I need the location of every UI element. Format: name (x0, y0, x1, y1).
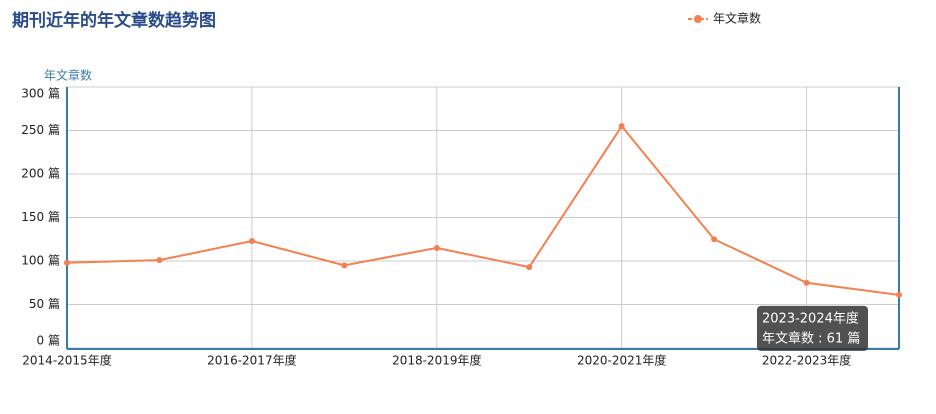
data-point (433, 244, 440, 251)
data-point (896, 291, 902, 298)
x-tick-label: 2022-2023年度 (762, 353, 851, 368)
data-point (248, 237, 255, 244)
data-point (526, 264, 533, 271)
y-tick-label: 200 篇 (21, 166, 60, 181)
x-tick-label: 2018-2019年度 (392, 353, 481, 368)
y-tick-label: 300 篇 (21, 86, 60, 101)
tooltip-box (757, 305, 868, 351)
y-axis-label: 年文章数 (44, 68, 92, 83)
tooltip-text: 2023-2024年度 (762, 310, 859, 326)
legend-marker (694, 15, 702, 23)
data-point (156, 257, 163, 264)
y-tick-label: 250 篇 (21, 122, 60, 137)
y-tick-label: 150 篇 (21, 209, 60, 224)
legend-label: 年文章数 (713, 11, 761, 26)
chart-title: 期刊近年的年文章数趋势图 (12, 10, 216, 31)
y-tick-label: 0 篇 (37, 333, 60, 348)
tooltip-text: 年文章数 : 61 篇 (762, 330, 860, 346)
y-tick-label: 50 篇 (29, 296, 60, 311)
data-point (64, 259, 70, 266)
data-point (618, 123, 625, 130)
y-tick-label: 100 篇 (21, 253, 60, 268)
data-point (711, 236, 718, 243)
data-point (803, 279, 810, 286)
series-line (66, 124, 900, 296)
x-tick-label: 2014-2015年度 (22, 353, 111, 368)
data-point (341, 262, 348, 269)
x-tick-label: 2020-2021年度 (577, 353, 666, 368)
x-tick-label: 2016-2017年度 (207, 353, 296, 368)
